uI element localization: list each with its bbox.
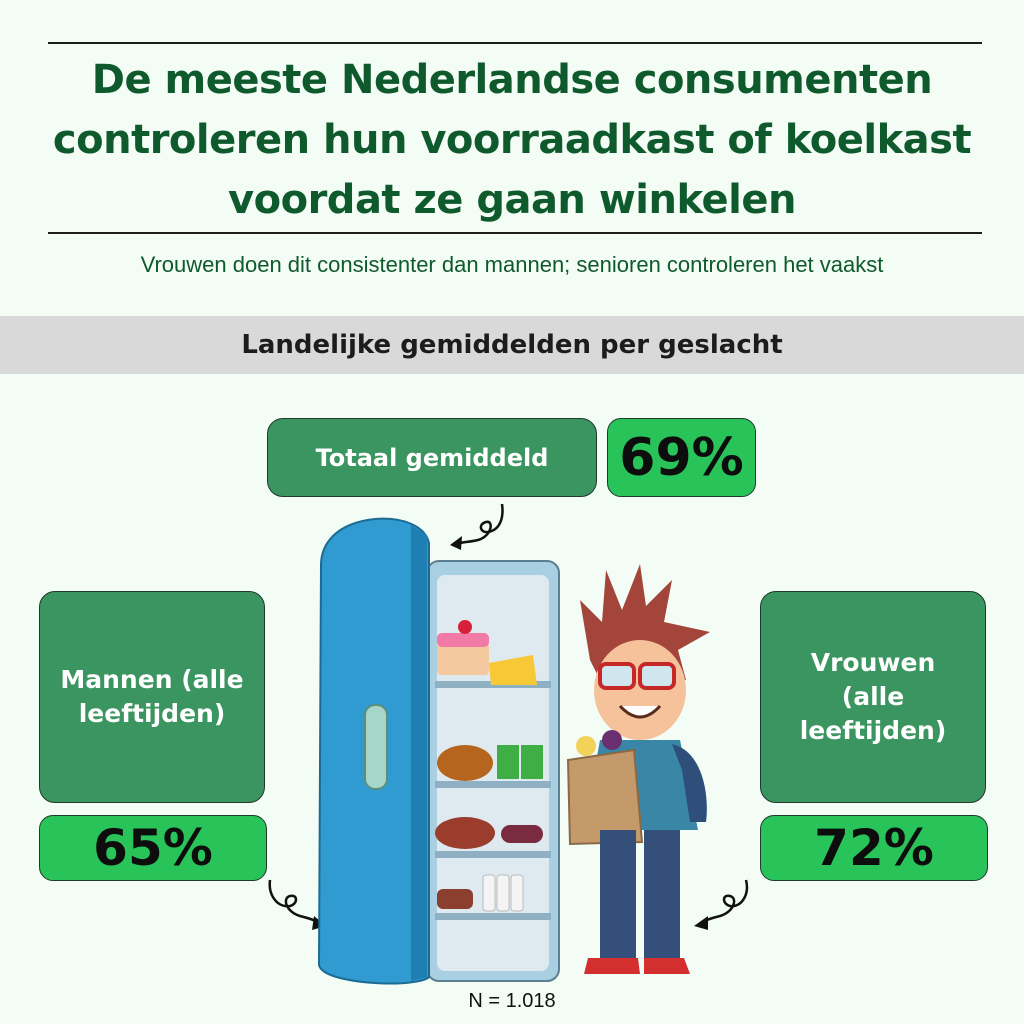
total-value-box: 69% — [607, 418, 756, 497]
total-label: Totaal gemiddeld — [315, 443, 549, 472]
women-value: 72% — [814, 819, 934, 877]
curly-arrow-icon — [694, 879, 749, 930]
curly-arrow-icon — [450, 503, 504, 550]
men-value-box: 65% — [39, 815, 267, 881]
women-label: Vrouwen (alle leeftijden) — [799, 648, 947, 745]
page-subtitle: Vrouwen doen dit consistenter dan mannen… — [140, 252, 884, 277]
men-label-box: Mannen (alle leeftijden) — [39, 591, 265, 803]
women-label-box: Vrouwen (alle leeftijden) — [760, 591, 986, 803]
section-band: Landelijke gemiddelden per geslacht — [0, 316, 1024, 374]
total-label-box: Totaal gemiddeld — [267, 418, 597, 497]
men-label: Mannen (alle leeftijden) — [60, 665, 244, 728]
top-rule — [48, 42, 982, 44]
page-title: De meeste Nederlandse consumenten contro… — [52, 57, 972, 223]
section-header: Landelijke gemiddelden per geslacht — [241, 330, 783, 360]
fridge-illustration — [317, 517, 560, 985]
men-value: 65% — [93, 819, 213, 877]
women-value-box: 72% — [760, 815, 988, 881]
total-value: 69% — [619, 427, 744, 488]
sample-size: N = 1.018 — [468, 990, 556, 1012]
shopper-illustration — [566, 564, 710, 974]
title-bottom-rule — [48, 232, 982, 234]
